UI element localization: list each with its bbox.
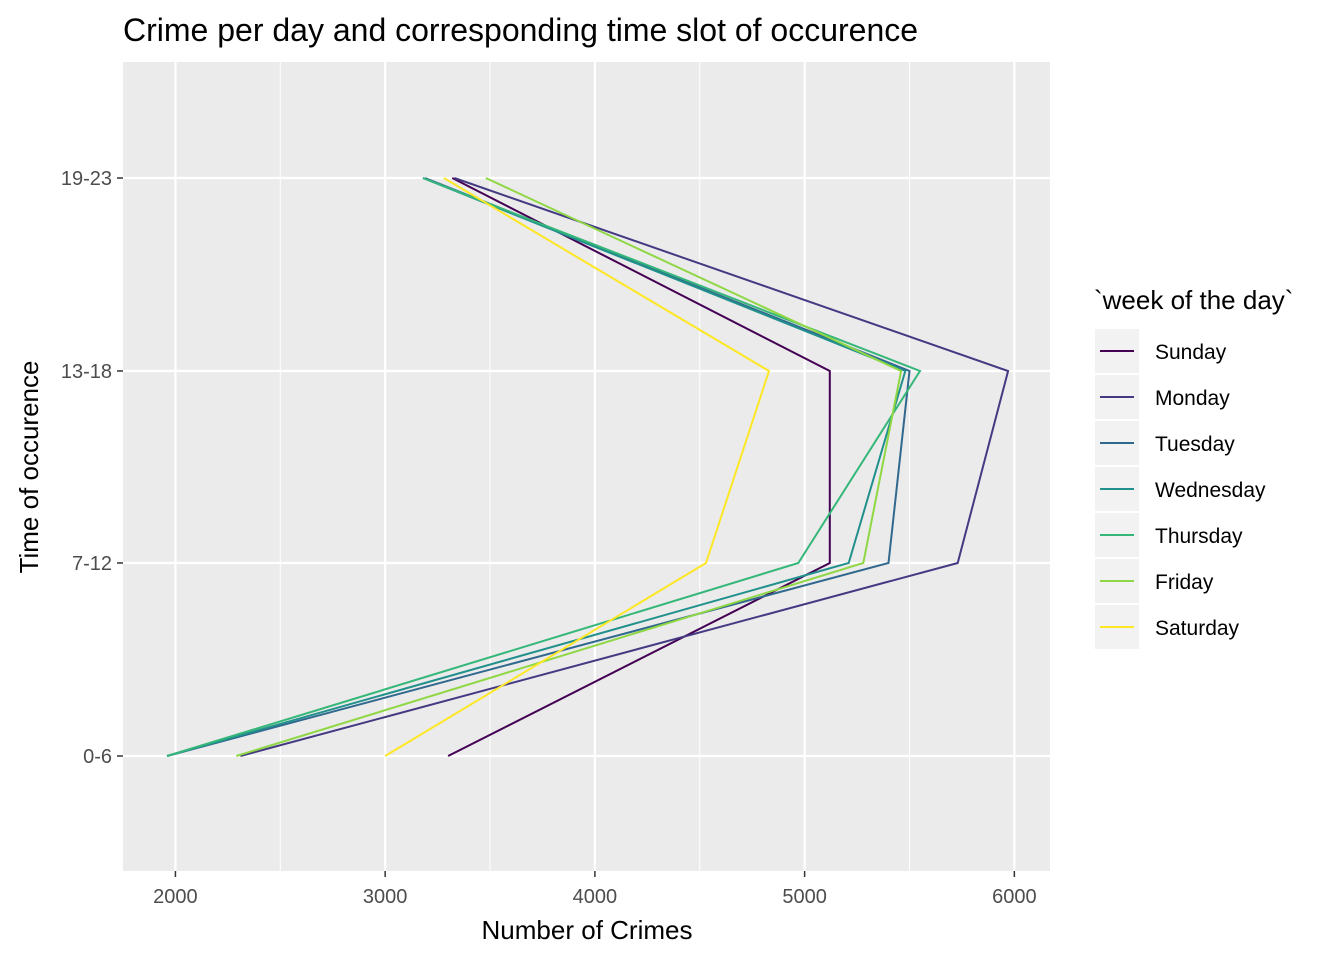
y-axis: 0-6 7-12 13-18 19-23 — [61, 168, 123, 768]
legend-label-saturday: Saturday — [1155, 617, 1240, 640]
chart-title: Crime per day and corresponding time slo… — [123, 12, 918, 48]
legend-label-wednesday: Wednesday — [1155, 479, 1266, 502]
major-gridlines — [123, 62, 1050, 871]
series-line-friday — [236, 177, 903, 757]
x-tick-label: 4000 — [573, 886, 618, 908]
series-line-saturday — [384, 177, 771, 757]
x-tick-label: 6000 — [992, 886, 1037, 908]
series-line-sunday — [447, 177, 831, 757]
legend-label-tuesday: Tuesday — [1155, 433, 1235, 456]
legend-label-sunday: Sunday — [1155, 341, 1227, 364]
x-axis-title: Number of Crimes — [482, 915, 693, 945]
x-tick-label: 2000 — [153, 886, 198, 908]
series-lines — [166, 177, 1010, 757]
series-line-thursday — [166, 177, 922, 757]
y-axis-title: Time of occurence — [14, 361, 44, 574]
y-tick-label: 19-23 — [61, 168, 112, 190]
y-tick-label: 7-12 — [72, 553, 112, 575]
x-axis: 2000 3000 4000 5000 6000 — [153, 871, 1037, 908]
legend: `week of the day` Sunday Monday Tuesday Wed… — [1094, 285, 1293, 649]
series-line-monday — [240, 177, 1010, 757]
y-tick-label: 0-6 — [83, 746, 112, 768]
series-line-tuesday — [166, 177, 911, 757]
legend-label-monday: Monday — [1155, 387, 1230, 410]
series-line-wednesday — [166, 177, 907, 757]
x-tick-label: 3000 — [363, 886, 408, 908]
y-tick-label: 13-18 — [61, 361, 112, 383]
x-tick-label: 5000 — [782, 886, 827, 908]
legend-title: `week of the day` — [1094, 285, 1293, 315]
plot-panel — [123, 62, 1050, 871]
legend-label-friday: Friday — [1155, 571, 1214, 594]
legend-label-thursday: Thursday — [1155, 525, 1243, 548]
